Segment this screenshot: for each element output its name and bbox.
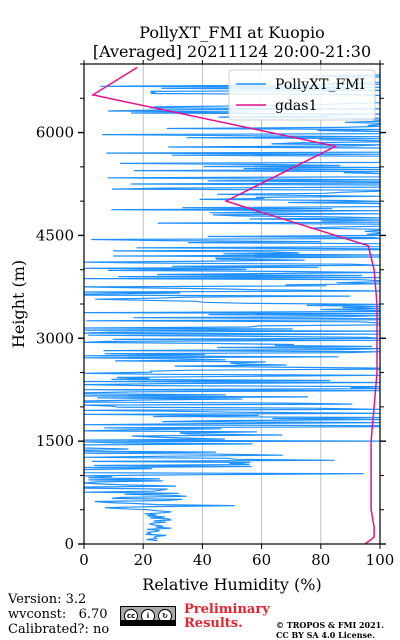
- x-axis-label: Relative Humidity (%): [142, 575, 321, 594]
- y-axis-label: Height (m): [9, 260, 28, 348]
- x-tick-label: 0: [79, 551, 89, 569]
- preliminary-line-1: Preliminary: [184, 602, 270, 617]
- gdas1-line: [90, 66, 378, 545]
- wvconst-text: wvconst: 6.70: [8, 607, 108, 622]
- legend-label-pollyxt: PollyXT_FMI: [275, 77, 365, 93]
- rh-profile-chart: PollyXT_FMI at Kuopio [Averaged] 2021112…: [9, 23, 395, 594]
- y-tick-label: 1500: [36, 432, 74, 450]
- axis-ticks: 0 20 40 60 80 100 0 1500 3000 4500 6000: [36, 60, 395, 569]
- version-info: Version: 3.2 wvconst: 6.70 Calibrated?: …: [8, 592, 109, 637]
- license-line-1: © TROPOS & FMI 2021.: [276, 620, 385, 630]
- chart-title-line-1: PollyXT_FMI at Kuopio: [139, 23, 325, 42]
- legend-label-gdas1: gdas1: [275, 98, 317, 114]
- license-notice: © TROPOS & FMI 2021. CC BY SA 4.0 Licens…: [276, 620, 384, 640]
- y-tick-label: 6000: [36, 124, 74, 142]
- calibrated-text: Calibrated?: no: [8, 622, 110, 637]
- legend-box: [228, 69, 376, 121]
- cc-badge-bar: [121, 620, 175, 625]
- x-tick-label: 20: [134, 551, 153, 569]
- pollyxt-line: [83, 71, 381, 542]
- y-tick-label: 0: [64, 535, 74, 553]
- chart-title-line-2: [Averaged] 20211124 20:00-21:30: [93, 42, 371, 61]
- x-tick-label: 60: [252, 551, 271, 569]
- gdas1-series: [90, 66, 378, 545]
- license-line-2: CC BY SA 4.0 License.: [276, 630, 375, 640]
- x-tick-label: 40: [193, 551, 212, 569]
- preliminary-notice: Preliminary Results.: [184, 603, 270, 631]
- cc-license-badge: cc i ↻: [120, 606, 176, 626]
- legend: PollyXT_FMI gdas1: [228, 69, 376, 121]
- x-tick-label: 80: [311, 551, 330, 569]
- version-text: Version: 3.2: [8, 592, 87, 607]
- y-tick-label: 4500: [36, 226, 74, 244]
- y-tick-label: 3000: [36, 329, 74, 347]
- pollyxt-series: [83, 71, 381, 542]
- preliminary-line-2: Results.: [184, 616, 243, 631]
- x-tick-label: 100: [366, 551, 395, 569]
